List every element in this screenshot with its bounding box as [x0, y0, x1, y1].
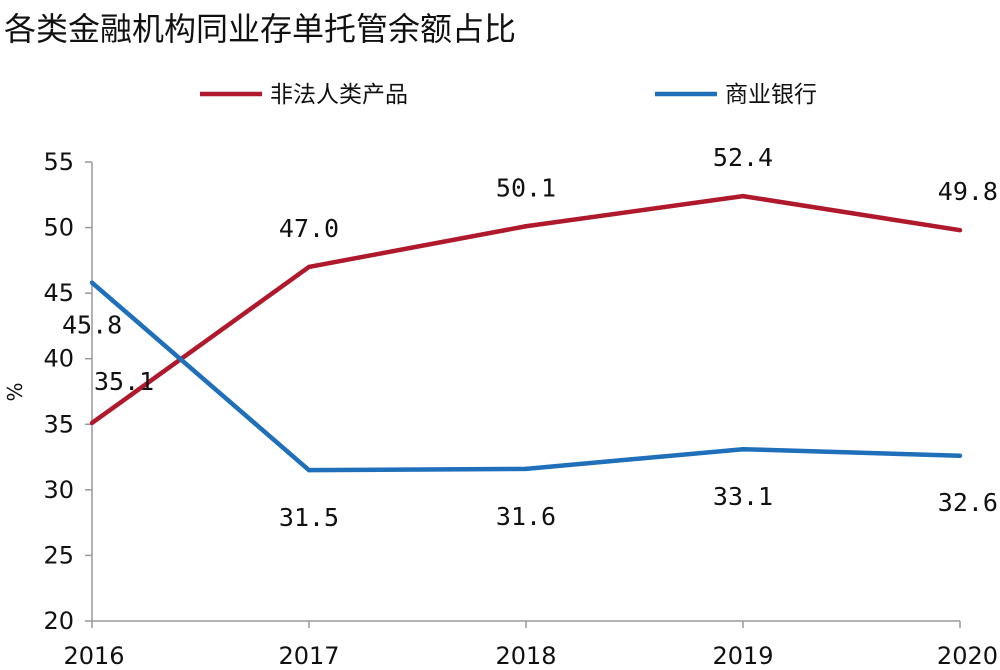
x-tick-label: 2019	[712, 642, 773, 670]
y-tick-label: 20	[43, 607, 74, 635]
data-point	[306, 467, 312, 473]
data-label: 50.1	[496, 173, 556, 202]
x-tick-label: 2016	[63, 642, 124, 670]
x-tick-label: 2018	[495, 642, 556, 670]
data-point	[89, 280, 95, 285]
data-label: 35.1	[94, 367, 154, 396]
data-point	[740, 193, 746, 199]
x-tick-label: 2020	[937, 642, 998, 670]
y-axis-label: %	[3, 382, 27, 401]
y-tick-label: 25	[43, 541, 74, 569]
x-tick-label: 2017	[278, 642, 339, 670]
data-point	[957, 227, 963, 233]
y-tick-label: 45	[43, 279, 74, 307]
data-label: 52.4	[713, 143, 773, 172]
y-tick-label: 30	[43, 476, 74, 504]
chart-title: 各类金融机构同业存单托管余额占比	[4, 10, 516, 48]
data-label: 31.6	[496, 502, 556, 531]
legend: 非法人类产品 商业银行	[200, 82, 817, 108]
y-tick-label: 35	[43, 410, 74, 438]
data-label: 47.0	[279, 214, 339, 243]
y-tick-label: 50	[43, 214, 74, 242]
y-tick-label: 55	[43, 148, 74, 176]
axes: 55 50 45 40 35 30 25 20 2016 2017 2018 2019 2020	[43, 148, 998, 670]
data-label: 32.6	[938, 488, 998, 517]
data-point	[89, 420, 95, 426]
legend-label-non-legal-products: 非法人类产品	[270, 82, 408, 108]
data-label: 49.8	[938, 177, 998, 206]
data-label: 31.5	[279, 503, 339, 532]
data-point	[523, 224, 529, 229]
data-point	[957, 453, 963, 458]
plot-area: 35.1 47.0 50.1 52.4 49.8 45.8 31.5 31.6 33.1 32.6	[62, 143, 998, 532]
data-point	[523, 466, 529, 472]
series-line-non-legal-products	[90, 193, 961, 425]
data-label: 33.1	[713, 482, 773, 511]
y-tick-label: 40	[43, 345, 74, 373]
data-point	[740, 447, 746, 452]
data-label: 45.8	[62, 311, 122, 340]
data-point	[306, 264, 312, 270]
series-line-commercial-banks	[90, 280, 961, 473]
legend-label-commercial-banks: 商业银行	[725, 82, 817, 108]
